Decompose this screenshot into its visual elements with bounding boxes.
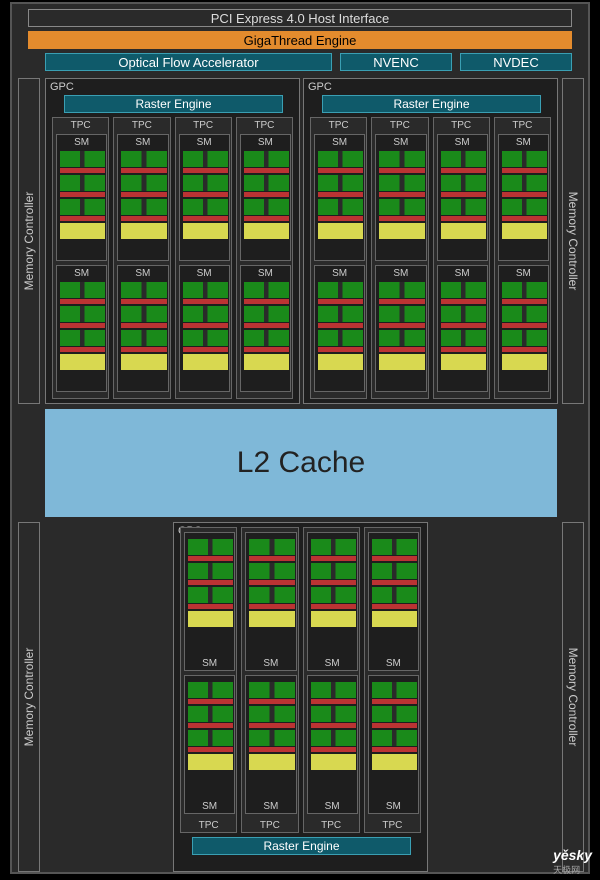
tpc: TPCSMSM xyxy=(310,117,367,399)
sm-block: SM xyxy=(184,532,235,671)
l2-cache: L2 Cache xyxy=(45,409,557,517)
nvenc-bar: NVENC xyxy=(340,53,452,71)
sm-block: SM xyxy=(240,265,291,392)
sm-block: SM xyxy=(179,134,230,261)
sm-block: SM xyxy=(498,134,549,261)
tpc: TPCSMSM xyxy=(494,117,551,399)
sm-block: SM xyxy=(437,265,488,392)
sm-block: SM xyxy=(245,675,296,814)
pci-bar: PCI Express 4.0 Host Interface xyxy=(28,9,572,27)
tpc: TPCSMSM xyxy=(175,117,232,399)
sm-block: SM xyxy=(368,532,419,671)
sm-block: SM xyxy=(184,675,235,814)
ofa-bar: Optical Flow Accelerator xyxy=(45,53,332,71)
gpc: GPCRaster EngineTPCSMSMTPCSMSMTPCSMSMTPC… xyxy=(173,522,428,872)
memory-controller: Memory Controller xyxy=(18,522,40,872)
tpc: TPCSMSM xyxy=(236,117,293,399)
tpc: TPCSMSM xyxy=(52,117,109,399)
memory-controller: Memory Controller xyxy=(18,78,40,404)
sm-block: SM xyxy=(307,675,358,814)
tpc: TPCSMSM xyxy=(241,527,298,833)
sm-block: SM xyxy=(240,134,291,261)
gpc: GPCRaster EngineTPCSMSMTPCSMSMTPCSMSMTPC… xyxy=(45,78,300,404)
gpc: GPCRaster EngineTPCSMSMTPCSMSMTPCSMSMTPC… xyxy=(303,78,558,404)
tpc: TPCSMSM xyxy=(303,527,360,833)
tpc: TPCSMSM xyxy=(364,527,421,833)
sm-block: SM xyxy=(437,134,488,261)
tpc: TPCSMSM xyxy=(371,117,428,399)
sm-block: SM xyxy=(375,265,426,392)
memory-controller: Memory Controller xyxy=(562,522,584,872)
watermark: yěsky天极网 xyxy=(553,847,592,876)
sm-block: SM xyxy=(56,265,107,392)
sm-block: SM xyxy=(314,265,365,392)
tpc: TPCSMSM xyxy=(433,117,490,399)
tpc: TPCSMSM xyxy=(113,117,170,399)
sm-block: SM xyxy=(375,134,426,261)
memory-controller: Memory Controller xyxy=(562,78,584,404)
sm-block: SM xyxy=(307,532,358,671)
sm-block: SM xyxy=(314,134,365,261)
tpc: TPCSMSM xyxy=(180,527,237,833)
nvdec-bar: NVDEC xyxy=(460,53,572,71)
sm-block: SM xyxy=(245,532,296,671)
sm-block: SM xyxy=(498,265,549,392)
sm-block: SM xyxy=(179,265,230,392)
sm-block: SM xyxy=(117,265,168,392)
sm-block: SM xyxy=(117,134,168,261)
chip-outline: PCI Express 4.0 Host Interface GigaThrea… xyxy=(10,2,590,874)
sm-block: SM xyxy=(368,675,419,814)
sm-block: SM xyxy=(56,134,107,261)
gigathread-bar: GigaThread Engine xyxy=(28,31,572,49)
